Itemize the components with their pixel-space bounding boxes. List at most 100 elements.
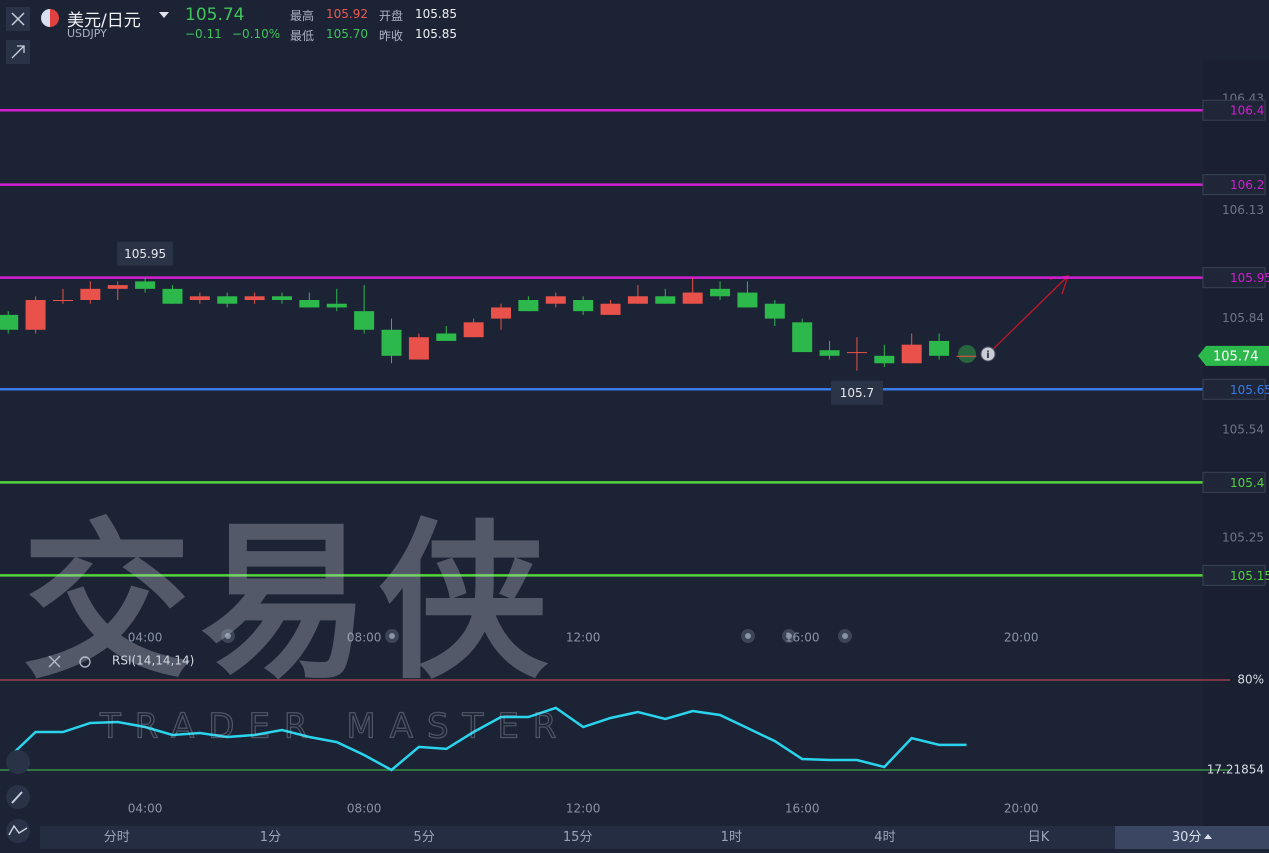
collapse-glyph [11,45,25,59]
min-tag [830,380,883,405]
flag-icon [41,9,59,27]
candle-body [655,296,676,304]
candle-body [874,355,895,364]
symbol-dropdown[interactable] [159,12,169,18]
settings-icon[interactable] [79,656,91,668]
level-label: 105.65 [1230,383,1269,397]
level-tag [1202,471,1266,493]
candle-body [52,300,73,301]
watermark: 交易侠 TRADER MASTER [22,504,570,747]
candle-body [491,307,512,319]
period-tabs: 分时 1分 5分 15分 1时 4时 日K 30分 [40,826,1269,849]
y-tick-label: 80% [1237,672,1264,686]
current-price: 105.74 [185,5,245,25]
candle-body [682,292,703,304]
trend-arrow [987,275,1069,355]
level-label: 105.4 [1230,476,1264,490]
candle-body [518,300,539,312]
candle-body [162,288,183,304]
period-tab[interactable]: 30分 [1115,826,1269,849]
prev-value: 105.85 [415,27,457,41]
candle-body [135,281,156,289]
y-tick-label: 17.21854 [1207,762,1264,776]
last-price-label: 105.74 [1213,349,1259,364]
event-dot[interactable] [221,629,235,643]
open-value: 105.85 [415,7,457,21]
candle-body [354,311,375,330]
candle-body [271,296,292,300]
max-tag [117,241,174,266]
x-tick-label: 08:00 [347,631,382,645]
candle-body [217,296,238,304]
candle-body [600,303,621,315]
last-glow [958,345,976,363]
x-tick-label: 12:00 [566,631,601,645]
candle-body [299,300,320,308]
level-label: 106.2 [1230,178,1264,192]
max-label: 105.95 [124,247,166,261]
x-tick-label: 16:00 [785,802,820,816]
watermark-cn: 交易侠 [22,504,556,702]
period-tab[interactable]: 4时 [874,830,896,845]
watermark-en: TRADER MASTER [99,707,570,747]
x-tick-label: 12:00 [566,802,601,816]
x-tick-label: 08:00 [347,802,382,816]
info-icon-glyph: i [986,350,989,361]
low-label: 最低 [290,29,315,43]
high-label: 最高 [290,9,315,23]
candle-body [737,292,758,308]
level-tag [1202,378,1266,400]
price-change: −0.11 [185,27,222,41]
event-dot[interactable] [782,629,796,643]
level-label: 105.95 [1230,271,1269,285]
candle-body [25,300,46,330]
period-tab[interactable]: 1分 [259,830,282,845]
x-tick-label: 04:00 [128,631,163,645]
info-icon[interactable] [980,346,996,362]
draw-glyph [11,791,23,804]
x-tick-label: 20:00 [1004,631,1039,645]
event-dot[interactable] [741,629,755,643]
period-tab[interactable]: 5分 [413,830,435,845]
x-tick-label: 04:00 [128,802,163,816]
period-tab[interactable]: 分时 [103,830,130,845]
close-glyph [11,12,25,26]
candle-body [846,352,867,354]
event-dot[interactable] [838,629,852,643]
event-dot[interactable] [385,629,399,643]
indicator-button[interactable] [6,750,30,774]
price-change-pct: −0.10% [232,27,281,41]
candle-body [189,296,210,300]
candle-body [710,288,731,297]
min-label: 105.7 [840,386,874,400]
y-tick-label: 106.13 [1222,203,1264,217]
toolbar-icons [6,7,30,843]
candle-body [326,303,347,308]
event-dots [221,629,852,643]
candle-body [792,322,813,353]
candle-body [573,300,594,312]
period-tab[interactable]: 日K [1027,830,1050,845]
last-price-tag [1198,345,1269,366]
x-tick-label: 16:00 [785,631,820,645]
period-tab[interactable]: 15分 [562,830,593,845]
candle-body [901,344,922,364]
candle-body [436,333,457,341]
left-toolbar [0,0,40,849]
candle-body [956,355,977,357]
candle-body [0,314,19,330]
candle-body [819,350,840,356]
candle-body [929,340,950,356]
period-tab[interactable]: 1时 [720,830,742,845]
level-tag [1202,564,1266,586]
candle-body [381,329,402,356]
level-label: 105.15 [1230,569,1269,583]
candle-body [463,322,484,338]
level-tag [1202,174,1266,196]
level-tag [1202,99,1266,121]
symbol-name[interactable]: 美元/日元 [67,11,141,31]
close-icon[interactable] [48,655,61,668]
y-tick-label: 105.84 [1222,311,1264,325]
